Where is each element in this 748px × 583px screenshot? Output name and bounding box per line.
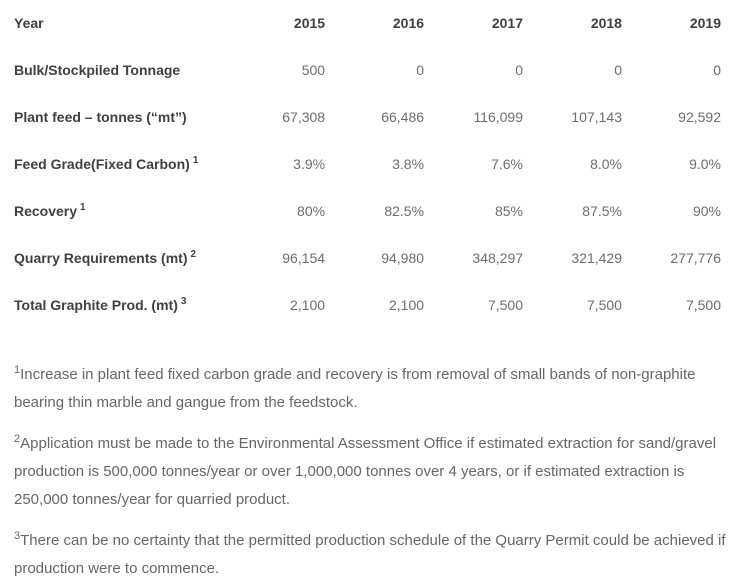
production-schedule-table: Year 2015 2016 2017 2018 2019 Bulk/Stock… bbox=[14, 0, 721, 329]
cell-value: 0 bbox=[614, 62, 622, 78]
table-header-row: Year 2015 2016 2017 2018 2019 bbox=[14, 0, 721, 47]
cell-value: 3.9% bbox=[293, 156, 326, 172]
row-label: Feed Grade(Fixed Carbon) 1 bbox=[14, 155, 199, 172]
cell-value: 8.0% bbox=[590, 156, 622, 172]
footnote-1: 1Increase in plant feed fixed carbon gra… bbox=[14, 361, 735, 417]
cell-value: 67,308 bbox=[282, 109, 326, 125]
footnote-2: 2Application must be made to the Environ… bbox=[14, 430, 735, 514]
cell-value: 0 bbox=[515, 62, 524, 78]
production-table-section: Year 2015 2016 2017 2018 2019 Bulk/Stock… bbox=[14, 0, 721, 329]
footnote-3: 3There can be no certainty that the perm… bbox=[14, 527, 735, 583]
cell-value: 2,100 bbox=[290, 297, 326, 313]
cell-value: 277,776 bbox=[670, 250, 721, 266]
footnote-marker: 2 bbox=[190, 249, 197, 261]
footnote-text: Application must be made to the Environm… bbox=[14, 435, 717, 508]
table-row-total-graphite-prod: Total Graphite Prod. (mt) 3 2,100 2,100 7… bbox=[14, 282, 721, 329]
cell-value: 7,500 bbox=[586, 297, 622, 313]
cell-value: 7.6% bbox=[491, 156, 524, 172]
cell-value: 85% bbox=[494, 203, 524, 219]
header-year-label: Year bbox=[14, 15, 44, 31]
footnotes-section: 1Increase in plant feed fixed carbon gra… bbox=[0, 361, 748, 583]
footnote-marker: 1 bbox=[192, 155, 199, 167]
footnote-text: Increase in plant feed fixed carbon grad… bbox=[14, 366, 696, 411]
table-row-recovery: Recovery 1 80% 82.5% 85% 87.5% 90% bbox=[14, 188, 721, 235]
footnote-number: 2 bbox=[14, 433, 21, 445]
header-2017: 2017 bbox=[491, 15, 524, 31]
cell-value: 0 bbox=[416, 62, 425, 78]
row-label: Bulk/Stockpiled Tonnage bbox=[14, 62, 181, 78]
cell-value: 0 bbox=[713, 62, 721, 78]
cell-value: 92,592 bbox=[678, 109, 721, 125]
cell-value: 321,429 bbox=[571, 250, 622, 266]
table-row-feed-grade: Feed Grade(Fixed Carbon) 1 3.9% 3.8% 7.6%… bbox=[14, 141, 721, 188]
footnote-number: 3 bbox=[14, 530, 21, 542]
footnote-marker: 3 bbox=[180, 296, 187, 308]
cell-value: 3.8% bbox=[392, 156, 425, 172]
row-label: Total Graphite Prod. (mt) 3 bbox=[14, 296, 187, 313]
cell-value: 107,143 bbox=[571, 109, 622, 125]
cell-value: 87.5% bbox=[582, 203, 622, 219]
header-2018: 2018 bbox=[590, 15, 622, 31]
cell-value: 80% bbox=[297, 203, 326, 219]
row-label: Recovery 1 bbox=[14, 202, 86, 219]
footnote-text: There can be no certainty that the permi… bbox=[14, 532, 726, 577]
cell-value: 96,154 bbox=[282, 250, 326, 266]
row-label: Plant feed – tonnes (“mt”) bbox=[14, 109, 187, 125]
header-2015: 2015 bbox=[293, 15, 326, 31]
cell-value: 116,099 bbox=[473, 109, 524, 125]
cell-value: 9.0% bbox=[689, 156, 721, 172]
cell-value: 7,500 bbox=[685, 297, 721, 313]
footnote-marker: 1 bbox=[80, 202, 86, 214]
cell-value: 66,486 bbox=[381, 109, 425, 125]
header-2016: 2016 bbox=[392, 15, 425, 31]
footnote-number: 1 bbox=[14, 364, 21, 376]
cell-value: 7,500 bbox=[487, 297, 524, 313]
cell-value: 2,100 bbox=[389, 297, 425, 313]
cell-value: 90% bbox=[692, 203, 721, 219]
cell-value: 82.5% bbox=[384, 203, 425, 219]
cell-value: 94,980 bbox=[381, 250, 425, 266]
header-2019: 2019 bbox=[689, 15, 721, 31]
cell-value: 500 bbox=[301, 62, 326, 78]
table-row-quarry-requirements: Quarry Requirements (mt) 2 96,154 94,980 … bbox=[14, 235, 721, 282]
row-label: Quarry Requirements (mt) 2 bbox=[14, 249, 197, 266]
table-row-plant-feed: Plant feed – tonnes (“mt”) 67,308 66,486… bbox=[14, 94, 721, 141]
cell-value: 348,297 bbox=[472, 250, 524, 266]
table-row-bulk-stockpiled-tonnage: Bulk/Stockpiled Tonnage 500 0 0 0 0 bbox=[14, 47, 721, 94]
